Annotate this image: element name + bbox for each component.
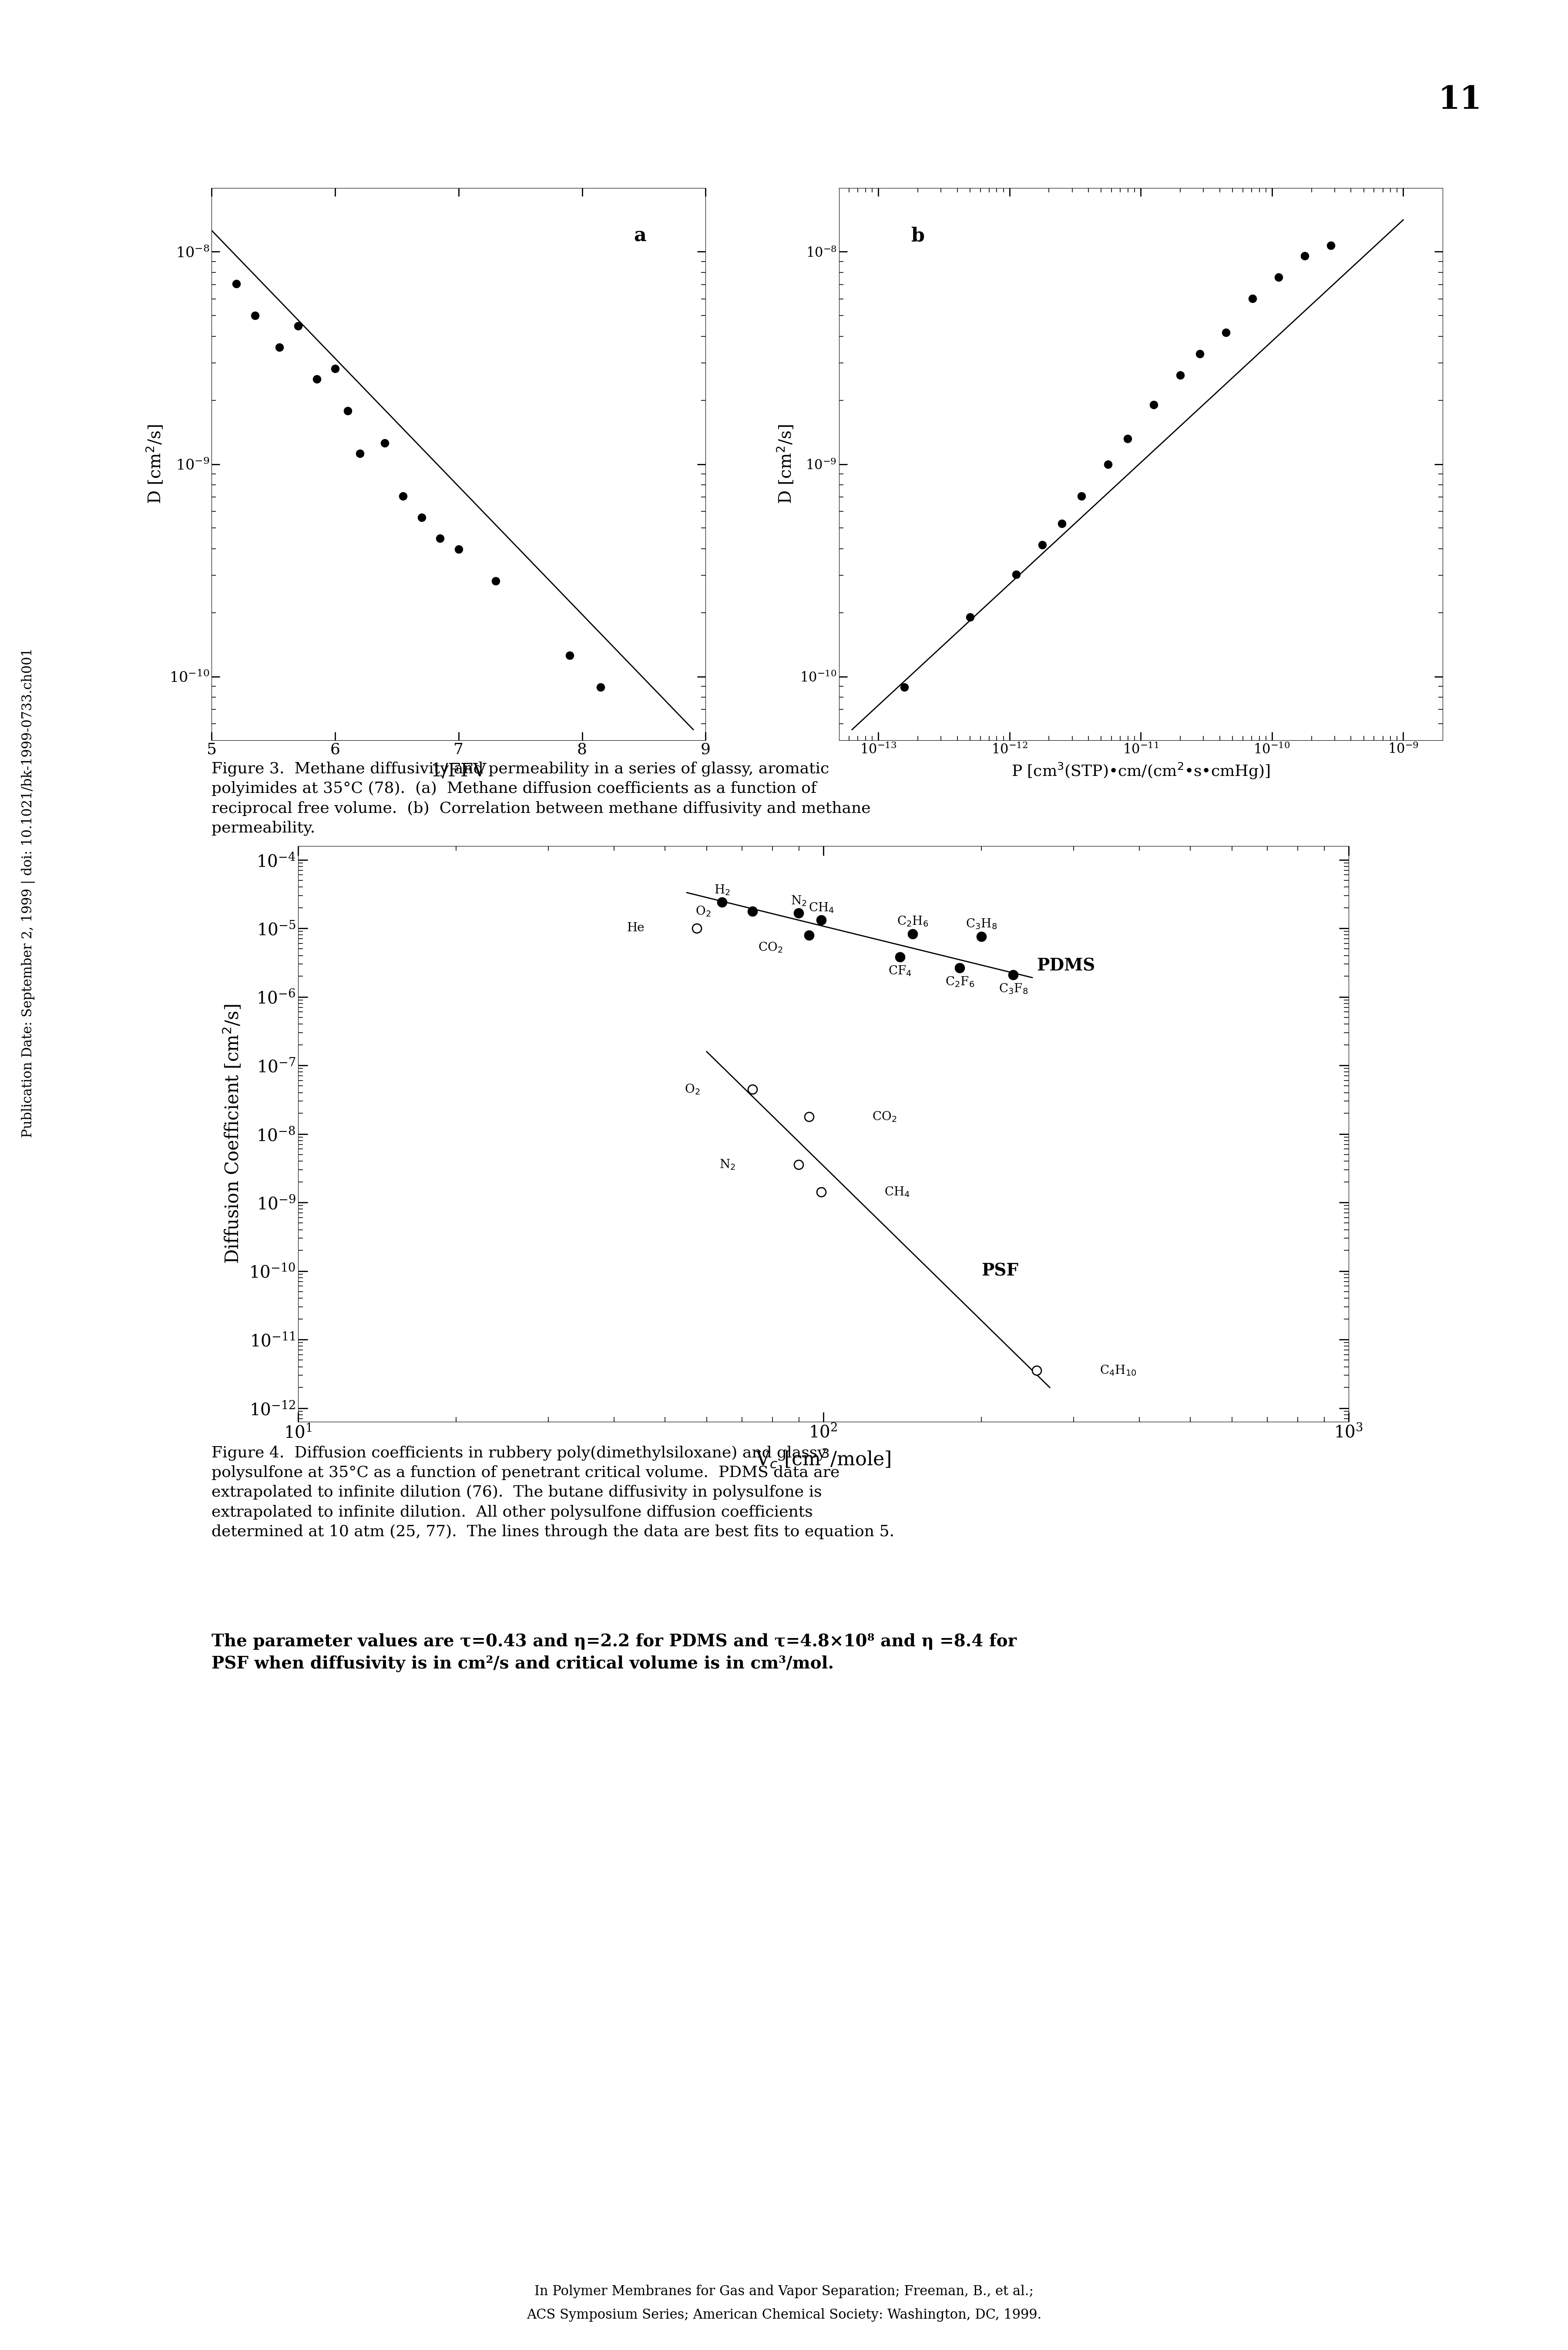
Text: Figure 4.  Diffusion coefficients in rubbery poly(dimethylsiloxane) and glassy
p: Figure 4. Diffusion coefficients in rubb… <box>212 1445 895 1539</box>
Text: O$_2$: O$_2$ <box>685 1083 701 1095</box>
Text: C$_4$H$_{10}$: C$_4$H$_{10}$ <box>1099 1363 1137 1377</box>
X-axis label: 1/FFV: 1/FFV <box>431 761 486 780</box>
Text: H$_2$: H$_2$ <box>713 884 731 895</box>
Text: He: He <box>627 924 644 935</box>
Text: CO$_2$: CO$_2$ <box>872 1109 897 1123</box>
Text: N$_2$: N$_2$ <box>720 1159 735 1170</box>
Text: N$_2$: N$_2$ <box>790 895 806 907</box>
X-axis label: P [cm$^3$(STP)•cm/(cm$^2$•s•cmHg)]: P [cm$^3$(STP)•cm/(cm$^2$•s•cmHg)] <box>1011 761 1270 780</box>
Text: 11: 11 <box>1438 85 1482 115</box>
Text: C$_3$H$_8$: C$_3$H$_8$ <box>966 916 997 931</box>
Text: C$_3$F$_8$: C$_3$F$_8$ <box>999 982 1029 994</box>
Text: Figure 3.  Methane diffusivity and permeability in a series of glassy, aromatic
: Figure 3. Methane diffusivity and permea… <box>212 761 870 837</box>
Y-axis label: D [cm$^2$/s]: D [cm$^2$/s] <box>144 425 165 503</box>
Text: In Polymer Membranes for Gas and Vapor Separation; Freeman, B., et al.;: In Polymer Membranes for Gas and Vapor S… <box>535 2284 1033 2298</box>
Text: a: a <box>633 226 646 244</box>
Y-axis label: D [cm$^2$/s]: D [cm$^2$/s] <box>775 425 795 503</box>
Text: CH$_4$: CH$_4$ <box>884 1187 909 1198</box>
Text: ACS Symposium Series; American Chemical Society: Washington, DC, 1999.: ACS Symposium Series; American Chemical … <box>527 2308 1041 2322</box>
Text: PSF: PSF <box>982 1262 1018 1278</box>
Y-axis label: Diffusion Coefficient [cm$^2$/s]: Diffusion Coefficient [cm$^2$/s] <box>223 1003 243 1264</box>
Text: CH$_4$: CH$_4$ <box>809 900 834 914</box>
Text: b: b <box>911 226 925 244</box>
Text: PDMS: PDMS <box>1036 959 1094 975</box>
X-axis label: V$_c$ [cm$^3$/mole]: V$_c$ [cm$^3$/mole] <box>756 1448 891 1469</box>
Text: CF$_4$: CF$_4$ <box>887 964 911 978</box>
Text: The parameter values are τ=0.43 and η=2.2 for PDMS and τ=4.8×10⁸ and η =8.4 for
: The parameter values are τ=0.43 and η=2.… <box>212 1633 1016 1671</box>
Text: CO$_2$: CO$_2$ <box>759 940 782 954</box>
Text: Publication Date: September 2, 1999 | doi: 10.1021/bk-1999-0733.ch001: Publication Date: September 2, 1999 | do… <box>22 649 34 1137</box>
Text: O$_2$: O$_2$ <box>695 905 710 916</box>
Text: C$_2$H$_6$: C$_2$H$_6$ <box>897 914 928 928</box>
Text: C$_2$F$_6$: C$_2$F$_6$ <box>946 975 974 989</box>
